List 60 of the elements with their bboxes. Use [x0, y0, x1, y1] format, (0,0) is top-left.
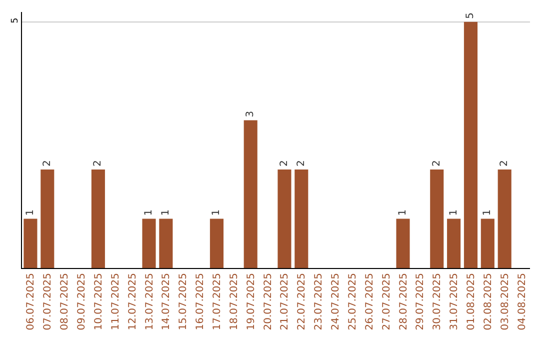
bar [480, 218, 494, 268]
x-tick-label: 17.07.2025 [212, 273, 223, 330]
data-label: 3 [245, 110, 256, 118]
data-label: 1 [160, 209, 172, 216]
x-tick-label: 25.07.2025 [347, 273, 358, 330]
x-tick-label: 22.07.2025 [296, 273, 308, 330]
data-label: 2 [278, 160, 290, 167]
bar [464, 22, 478, 268]
x-tick-label: 12.07.2025 [127, 273, 138, 330]
x-tick-label: 31.07.2025 [449, 273, 460, 330]
x-tick-label: 04.08.2025 [516, 273, 528, 330]
bar [24, 218, 38, 268]
x-tick-label: 27.07.2025 [381, 273, 392, 330]
data-label: 1 [211, 209, 222, 216]
bar [244, 120, 258, 268]
data-label: 1 [144, 209, 154, 216]
x-tick-label: 19.07.2025 [246, 273, 257, 330]
data-label: 1 [448, 209, 460, 216]
data-label: 2 [296, 160, 307, 167]
data-label: 2 [431, 160, 442, 167]
bar [278, 170, 292, 268]
x-tick-label: 18.07.2025 [228, 273, 240, 330]
x-tick-label: 21.07.2025 [280, 273, 291, 330]
x-tick-label: 06.07.2025 [26, 273, 37, 330]
x-tick-label: 24.07.2025 [330, 273, 342, 330]
x-tick-label: 08.07.2025 [60, 273, 71, 330]
x-tick-label: 02.08.2025 [482, 273, 494, 330]
x-tick-label: 16.07.2025 [195, 273, 206, 330]
bar [210, 218, 224, 268]
x-tick-label: 29.07.2025 [415, 273, 426, 330]
data-label: 1 [24, 209, 36, 216]
x-tick-label: 13.07.2025 [144, 273, 156, 330]
x-tick-label: 09.07.2025 [76, 273, 88, 330]
bar [91, 170, 105, 268]
x-tick-label: 20.07.2025 [262, 273, 274, 330]
bar [159, 218, 173, 268]
data-label: 5 [465, 12, 476, 19]
x-tick-label: 30.07.2025 [432, 273, 444, 330]
bar [447, 218, 461, 268]
x-tick-label: 28.07.2025 [398, 273, 410, 330]
x-tick-label: 10.07.2025 [93, 273, 104, 330]
data-label: 2 [499, 160, 510, 167]
bar [142, 218, 156, 268]
bar [396, 218, 410, 268]
bar [430, 170, 444, 268]
x-tick-label: 14.07.2025 [161, 273, 172, 330]
x-tick-label: 15.07.2025 [178, 273, 190, 330]
x-tick-label: 11.07.2025 [110, 273, 122, 330]
data-label: 2 [42, 160, 53, 167]
x-tick-label: 07.07.2025 [42, 273, 54, 330]
x-tick-label: 23.07.2025 [314, 273, 325, 330]
x-tick-label: 26.07.2025 [364, 273, 376, 330]
x-tick-label: 03.08.2025 [500, 273, 511, 330]
data-label: 1 [482, 209, 494, 216]
bar [40, 170, 54, 268]
bar [498, 170, 512, 268]
bar [294, 170, 308, 268]
data-label: 2 [92, 160, 104, 167]
x-tick-label: 01.08.2025 [466, 273, 477, 330]
data-label: 1 [398, 209, 408, 216]
